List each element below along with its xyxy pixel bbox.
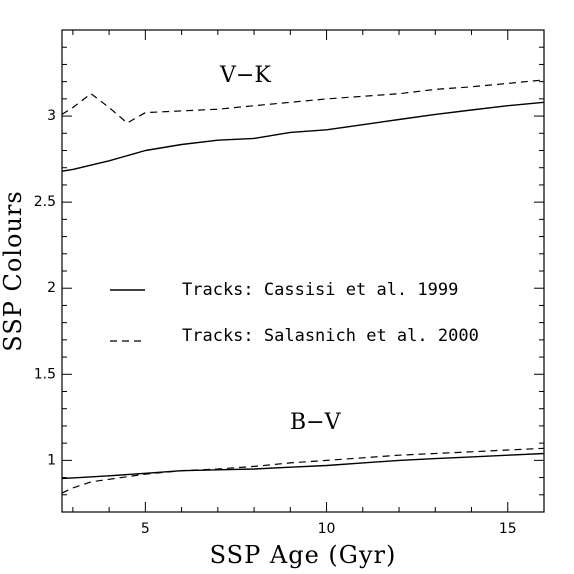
legend-label-salasnich: Tracks: Salasnich et al. 2000 — [182, 326, 479, 346]
y-tick-label: 1 — [47, 452, 56, 468]
series-line-v-k-dashed — [61, 79, 545, 124]
y-tick-label: 2 — [47, 280, 56, 296]
x-tick-label: 15 — [499, 521, 517, 537]
x-axis-title: SSP Age (Gyr) — [210, 541, 397, 569]
bv-annotation: B−V — [290, 410, 342, 435]
plot-frame — [61, 29, 545, 513]
x-tick-label: 5 — [141, 521, 150, 537]
vk-annotation: V−K — [219, 63, 271, 88]
y-tick-label: 1.5 — [34, 366, 56, 382]
y-tick-label: 2.5 — [34, 194, 56, 210]
tick-labels: 5 10 15 1 1.5 2 2.5 3 — [34, 108, 517, 537]
legend-label-cassisi: Tracks: Cassisi et al. 1999 — [182, 280, 458, 300]
y-axis-title: SSP Colours — [0, 190, 27, 351]
series-line-b-v-dashed — [61, 447, 545, 494]
series-group — [61, 79, 545, 494]
legend: Tracks: Cassisi et al. 1999 Tracks: Sala… — [110, 280, 479, 346]
x-tick-label: 10 — [318, 521, 336, 537]
axis-ticks — [62, 29, 545, 512]
series-line-v-k-solid — [61, 101, 545, 172]
series-line-b-v-solid — [61, 452, 545, 480]
y-tick-label: 3 — [47, 108, 56, 124]
